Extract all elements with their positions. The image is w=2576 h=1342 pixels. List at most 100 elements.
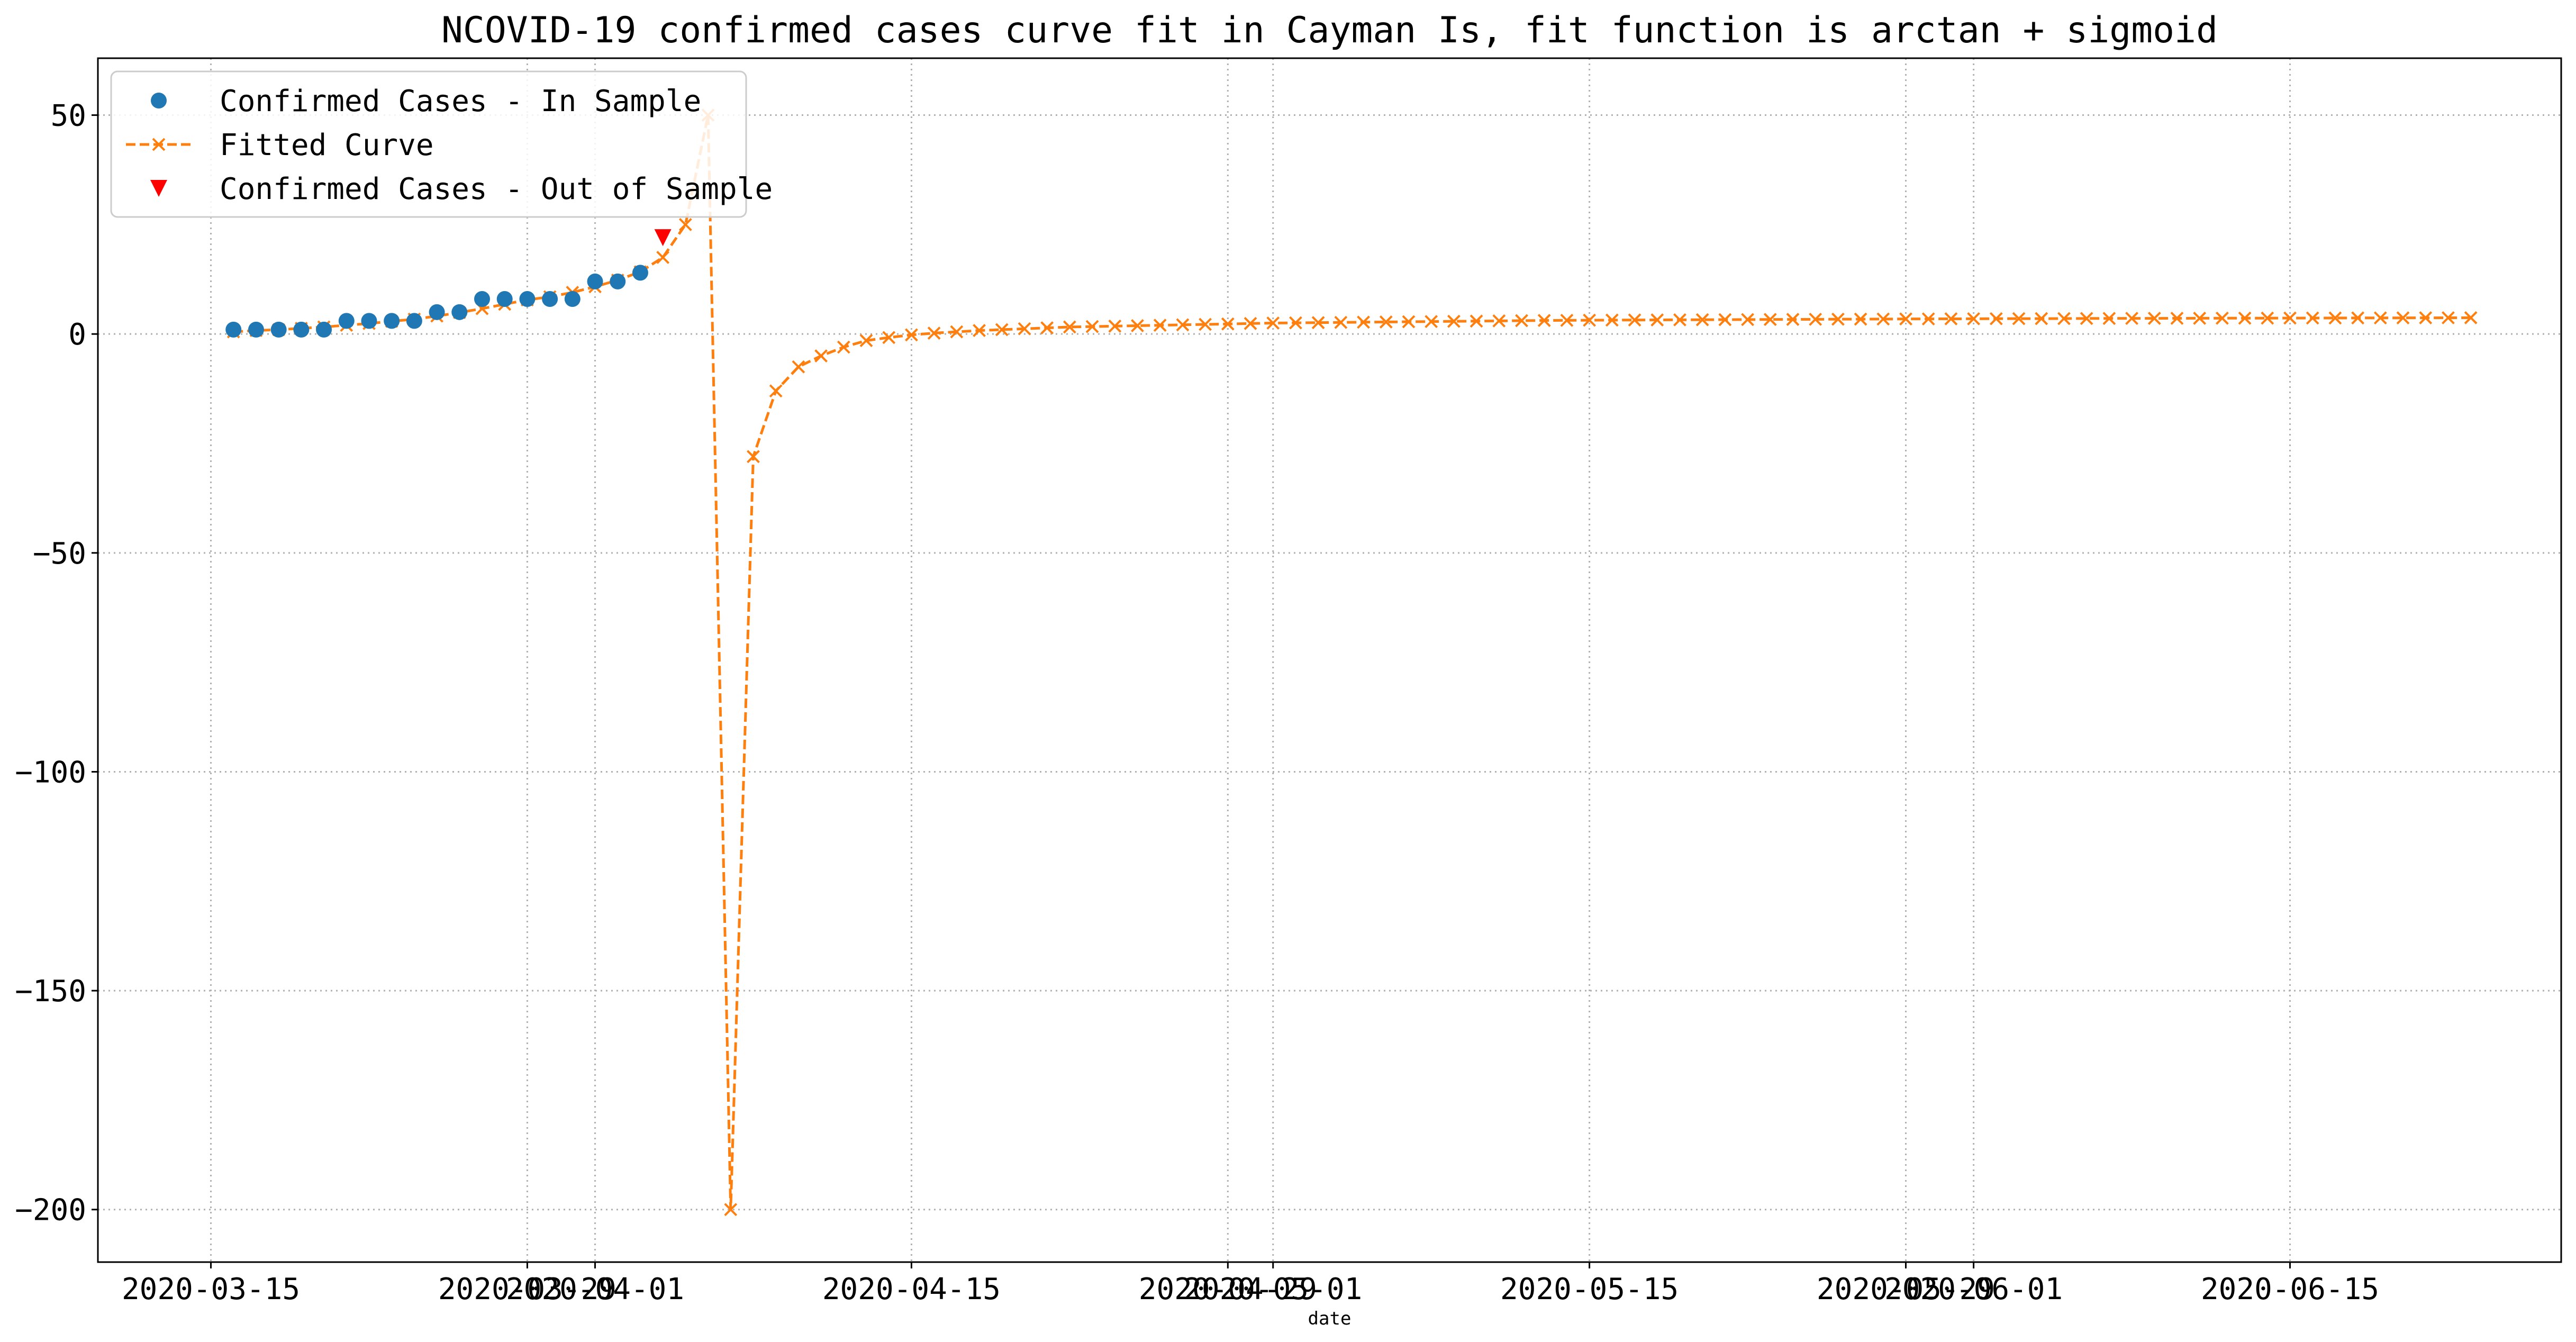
fitted-point-stroke <box>792 360 805 374</box>
fitted-point-stroke <box>1989 312 2003 325</box>
fitted-point <box>1583 313 1597 327</box>
fitted-point <box>2035 312 2048 325</box>
fitted-point-stroke <box>1311 316 1325 330</box>
x-tick-label: 2020-04-29 <box>1139 1272 1317 1307</box>
fitted-point-stroke <box>1809 312 1822 326</box>
x-tick-label: 2020-05-15 <box>1500 1272 1679 1307</box>
fitted-point-stroke <box>950 325 964 339</box>
fitted-point-stroke <box>1560 313 1574 327</box>
fitted-point <box>1311 316 1325 330</box>
in-sample-point <box>248 321 264 338</box>
fitted-point-stroke <box>1244 316 1257 330</box>
fitted-point-stroke <box>1492 314 1506 328</box>
x-tick-label: 2020-03-15 <box>122 1272 300 1307</box>
fitted-point <box>1718 313 1732 327</box>
fitted-point <box>1221 317 1235 331</box>
fitted-point <box>2328 311 2342 325</box>
in-sample-point <box>587 273 603 289</box>
fitted-point-stroke <box>1131 319 1144 332</box>
out-sample-point <box>654 229 672 247</box>
fitted-point <box>1153 319 1167 332</box>
fitted-point <box>1854 312 1867 326</box>
fitted-point <box>1628 313 1641 327</box>
fitted-point-stroke <box>973 324 986 337</box>
fitted-point <box>973 324 986 337</box>
fitted-point-stroke <box>2080 312 2093 325</box>
x-tick-label: 2020-05-29 <box>1817 1272 1995 1307</box>
fitted-point-stroke <box>1221 317 1235 331</box>
fitted-point <box>1695 313 1709 327</box>
in-sample-point <box>610 273 626 289</box>
legend: Confirmed Cases - In Sample Fitted Curve C… <box>110 70 773 218</box>
y-tick-label: −200 <box>15 1193 86 1228</box>
y-tick-label: 0 <box>68 318 86 352</box>
fitted-point-stroke <box>2035 312 2048 325</box>
fitted-point <box>1266 316 1280 330</box>
fitted-point <box>995 323 1009 337</box>
fitted-point <box>2102 312 2116 325</box>
in-sample-point <box>270 321 287 338</box>
fitted-point-stroke <box>1108 319 1122 333</box>
fitted-point <box>837 340 850 354</box>
fitted-point-stroke <box>2170 312 2184 325</box>
legend-label: Confirmed Cases - In Sample <box>220 84 701 119</box>
fitted-point-stroke <box>2147 312 2161 325</box>
fitted-point <box>859 334 873 348</box>
fitted-point <box>2396 311 2410 325</box>
fitted-point <box>1131 319 1144 332</box>
fitted-point-stroke <box>2215 311 2229 325</box>
fitted-point <box>1379 315 1393 329</box>
fitted-point-stroke <box>1266 316 1280 330</box>
fitted-point <box>1447 314 1461 328</box>
fitted-point <box>1492 314 1506 328</box>
fitted-point-stroke <box>2193 311 2207 325</box>
fitted-point-stroke <box>1515 314 1528 328</box>
fitted-point <box>2419 311 2433 324</box>
in-sample-point <box>293 321 310 338</box>
fitted-point <box>1199 318 1212 331</box>
in-sample-point <box>496 291 513 307</box>
fitted-point <box>724 1203 738 1217</box>
fitted-point <box>1176 318 1190 332</box>
fitted-point-stroke <box>2464 311 2478 324</box>
fitted-point <box>678 217 692 231</box>
fitted-point-stroke <box>1605 313 1619 327</box>
fitted-point-stroke <box>2442 311 2455 324</box>
fitted-point-stroke <box>1944 312 1958 325</box>
fitted-point-stroke <box>1628 313 1641 327</box>
fitted-point <box>1537 314 1551 327</box>
fitted-point-stroke <box>724 1203 738 1217</box>
fitted-point-stroke <box>837 340 850 354</box>
fitted-point-stroke <box>882 331 896 344</box>
fitted-point-stroke <box>1063 320 1076 334</box>
fitted-point <box>1018 322 1031 336</box>
legend-label: Confirmed Cases - Out of Sample <box>220 172 773 206</box>
fitted-point <box>1357 315 1370 329</box>
fitted-curve-line <box>233 114 2471 1210</box>
x-axis-label: date <box>1308 1308 1352 1329</box>
legend-out-sample-marker <box>150 180 167 197</box>
x-tick-label: 2020-06-01 <box>1884 1272 2063 1307</box>
legend-label: Fitted Curve <box>220 128 434 162</box>
y-tick-label: 50 <box>51 99 86 133</box>
fitted-point <box>1244 316 1257 330</box>
fitted-point <box>2012 312 2026 325</box>
fitted-point-stroke <box>1921 312 1935 326</box>
x-tick-label: 2020-04-01 <box>506 1272 684 1307</box>
fitted-point-stroke <box>1040 321 1054 335</box>
in-sample-point <box>542 291 558 307</box>
fitted-point-stroke <box>2351 311 2365 325</box>
fitted-point <box>905 328 918 342</box>
fitted-point-stroke <box>1018 322 1031 336</box>
fitted-point <box>2464 311 2478 324</box>
plot-area <box>98 58 2561 1262</box>
in-sample-point <box>316 321 332 338</box>
fitted-point-stroke <box>2373 311 2387 325</box>
fitted-point <box>2283 311 2297 325</box>
in-sample-point <box>361 313 377 329</box>
fitted-point <box>1944 312 1958 325</box>
fitted-point-stroke <box>1153 319 1167 332</box>
fitted-point-stroke <box>1470 314 1483 328</box>
fitted-point <box>1063 320 1076 334</box>
